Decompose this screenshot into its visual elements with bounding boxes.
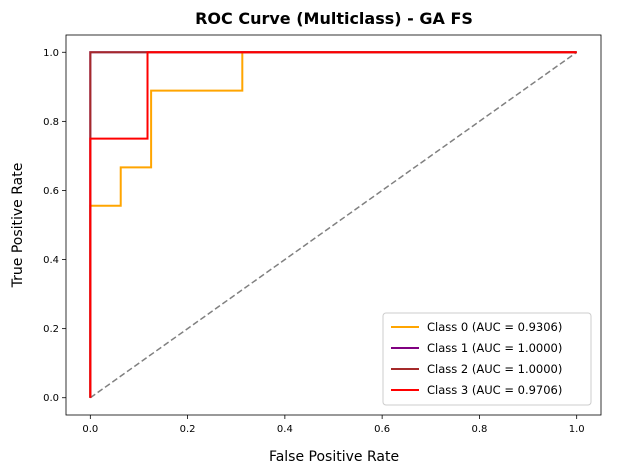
axes-frame (65, 34, 602, 416)
legend: Class 0 (AUC = 0.9306) Class 1 (AUC = 1.0… (382, 312, 592, 406)
legend-entry-class-2: Class 2 (AUC = 1.0000) (427, 362, 562, 376)
plot-area: 0.0 0.2 0.4 0.6 0.8 1.0 0.0 0.2 0.4 0.6 0.8 1.0 (43, 34, 602, 435)
y-tick-label: 0.6 (43, 186, 59, 197)
series-line-class-0 (89, 51, 577, 398)
x-tick-label: 1.0 (569, 424, 585, 435)
chart-title: ROC Curve (Multiclass) - GA FS (195, 9, 473, 28)
legend-entry-class-3: Class 3 (AUC = 0.9706) (427, 383, 562, 397)
diagonal-reference-line (89, 51, 578, 399)
legend-entry-class-0: Class 0 (AUC = 0.9306) (427, 320, 562, 334)
x-axis-label: False Positive Rate (269, 449, 399, 465)
x-tick-label: 0.6 (374, 424, 390, 435)
x-tick-label: 0.8 (471, 424, 487, 435)
y-tick-label: 1.0 (43, 48, 59, 59)
legend-box (382, 312, 592, 406)
series-line-class-3 (89, 51, 577, 398)
x-tick-label: 0.0 (82, 424, 98, 435)
y-tick-label: 0.2 (43, 324, 59, 335)
legend-entry-class-1: Class 1 (AUC = 1.0000) (427, 341, 562, 355)
y-tick-label: 0.0 (43, 393, 59, 404)
y-axis-label: True Positive Rate (10, 163, 26, 289)
y-tick-label: 0.8 (43, 117, 59, 128)
x-tick-label: 0.2 (180, 424, 196, 435)
y-tick-label: 0.4 (43, 255, 59, 266)
x-tick-label: 0.4 (277, 424, 293, 435)
